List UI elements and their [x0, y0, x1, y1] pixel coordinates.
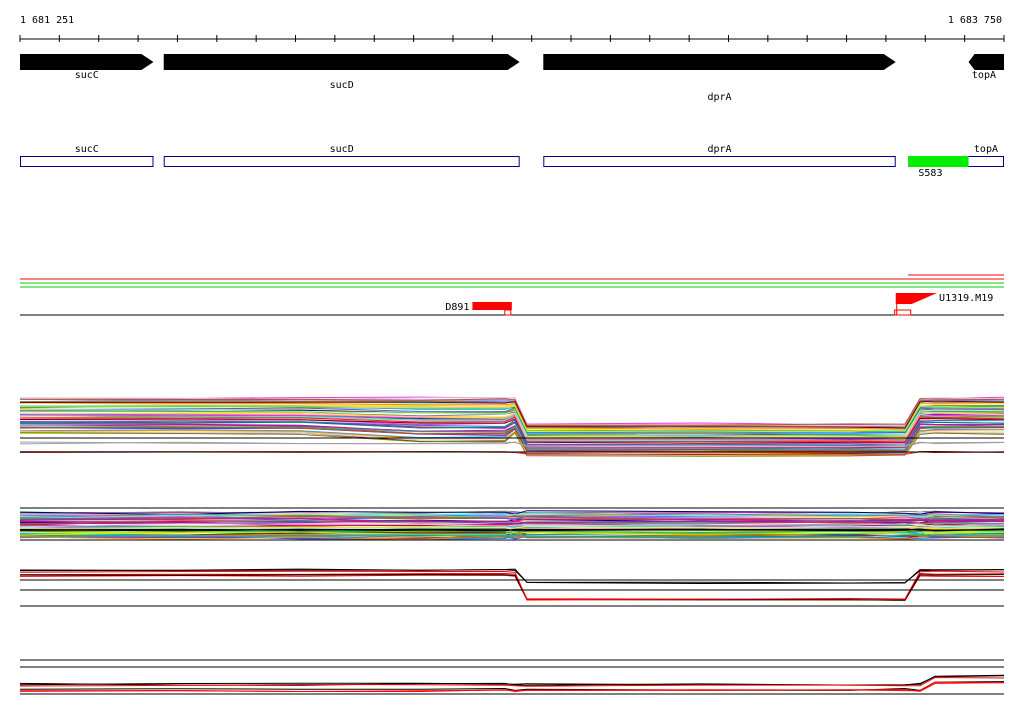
- signal-trace: [19, 528, 1005, 532]
- signal-trace: [19, 398, 1005, 426]
- gene-arrow-sucD[interactable]: [163, 54, 520, 70]
- feature-items: D891 U1319.M19: [445, 293, 993, 316]
- gene-label-topA: topA: [972, 70, 996, 81]
- signal-trace: [19, 531, 1005, 537]
- transcript-box-sucC[interactable]: [20, 156, 154, 167]
- signal-track-1-lines: [19, 396, 1005, 457]
- signal-trace: [19, 569, 1005, 584]
- signal-trace: [19, 676, 1005, 687]
- signal-trace: [19, 570, 1005, 601]
- signal-trace: [19, 573, 1005, 601]
- segment-S583[interactable]: [908, 156, 969, 167]
- signal-trace: [19, 675, 1005, 686]
- signal-trace: [19, 416, 1005, 443]
- transcript-box-sucD[interactable]: [163, 156, 520, 167]
- signal-trace: [19, 400, 1005, 429]
- gene-arrow-dprA[interactable]: [543, 54, 896, 70]
- signal-trace: [19, 517, 1005, 523]
- transcript-label-dprA: dprA: [707, 144, 731, 155]
- signal-trace: [19, 515, 1005, 521]
- feature-U1319.M19[interactable]: [895, 293, 938, 304]
- ruler-start-label: 1 681 251: [20, 15, 74, 26]
- gene-label-sucC: sucC: [75, 70, 99, 81]
- transcript-label-sucD: sucD: [330, 144, 354, 155]
- signal-trace: [19, 513, 1005, 519]
- feature-track: D891 U1319.M19: [20, 274, 1004, 316]
- transcript-label-sucC: sucC: [75, 144, 99, 155]
- ruler: 1 681 251 1 683 750: [19, 15, 1005, 42]
- signal-trace: [19, 431, 1005, 457]
- signal-trace: [19, 534, 1005, 539]
- signal-track-3-lines: [19, 568, 1005, 601]
- signal-trace: [19, 682, 1005, 693]
- ruler-ticks: [19, 35, 1005, 42]
- signal-trace: [19, 405, 1005, 433]
- signal-track-1: [19, 396, 1005, 457]
- transcript-label-topA: topA: [974, 144, 998, 155]
- signal-trace: [19, 412, 1005, 440]
- signal-track-4-lines: [19, 674, 1005, 693]
- feature-marker-D891: [504, 309, 512, 316]
- signal-track-3: [19, 568, 1005, 607]
- gene-arrow-sucC[interactable]: [20, 54, 154, 70]
- signal-trace: [19, 409, 1005, 437]
- feature-label-U1319.M19: U1319.M19: [939, 293, 993, 304]
- segment-label-S583: S583: [918, 168, 942, 179]
- signal-trace: [19, 517, 1005, 522]
- signal-track-4: [19, 659, 1005, 695]
- gene-label-sucD: sucD: [330, 80, 354, 91]
- signal-track-2: [19, 507, 1005, 541]
- signal-trace: [19, 441, 1005, 447]
- signal-trace: [19, 674, 1005, 686]
- segment-track: S583: [908, 156, 969, 179]
- signal-trace: [19, 574, 1005, 601]
- transcript-track: sucC sucD dprA topA: [20, 144, 1005, 167]
- signal-trace: [19, 417, 1005, 444]
- gene-label-dprA: dprA: [707, 92, 731, 103]
- signal-track-2-lines: [19, 510, 1005, 540]
- ruler-end-label: 1 683 750: [948, 15, 1002, 26]
- feature-D891[interactable]: [472, 302, 512, 310]
- signal-trace: [19, 405, 1005, 434]
- signal-trace: [19, 426, 1005, 453]
- transcript-box-dprA[interactable]: [543, 156, 896, 167]
- signal-trace: [19, 510, 1005, 516]
- signal-trace: [19, 524, 1005, 529]
- signal-trace: [19, 425, 1005, 451]
- signal-trace: [19, 572, 1005, 601]
- feature-marker-U1319.M19: [894, 309, 912, 316]
- feature-label-D891: D891: [445, 302, 469, 313]
- gene-track: sucC sucD dprA topA: [20, 54, 1004, 103]
- signal-trace: [19, 519, 1005, 525]
- gene-arrow-topA[interactable]: [968, 54, 1004, 70]
